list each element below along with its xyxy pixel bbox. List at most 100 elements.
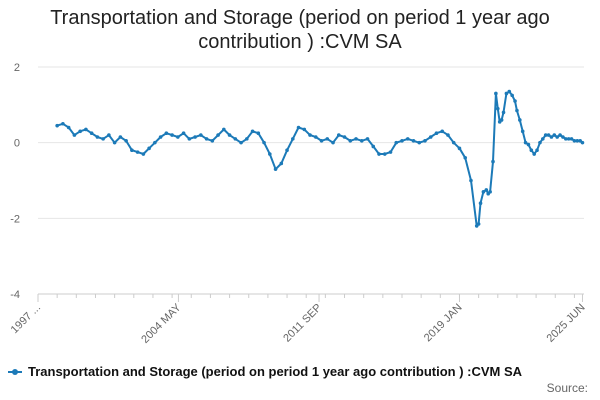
data-point (580, 140, 585, 145)
data-point (400, 138, 404, 143)
data-point (285, 148, 289, 153)
data-point (561, 135, 565, 139)
data-point (130, 148, 134, 153)
data-point (499, 118, 504, 122)
data-point (546, 133, 551, 137)
data-point (532, 152, 536, 156)
data-point (291, 137, 295, 141)
data-point (423, 138, 427, 143)
data-point (141, 152, 146, 156)
chart-title: Transportation and Storage (period on pe… (0, 6, 600, 54)
data-point (107, 133, 111, 137)
data-point (564, 137, 568, 141)
data-point (371, 144, 376, 149)
data-point (538, 140, 542, 145)
data-point (365, 137, 370, 141)
data-point (476, 222, 481, 226)
data-point (382, 152, 387, 156)
data-point (510, 93, 514, 98)
data-point (325, 137, 330, 141)
data-point (507, 89, 512, 94)
data-point (245, 137, 249, 141)
data-point (529, 148, 534, 153)
data-point (491, 159, 495, 164)
data-point (193, 135, 197, 139)
data-point (515, 108, 519, 113)
legend-line-marker-icon (8, 367, 22, 377)
data-point (359, 138, 364, 143)
data-point (481, 190, 486, 194)
legend[interactable]: Transportation and Storage (period on pe… (8, 364, 596, 379)
grid-layer (38, 66, 584, 295)
data-point (558, 133, 562, 137)
data-point (434, 131, 439, 136)
data-point (95, 135, 100, 139)
data-point (336, 133, 341, 137)
data-point (61, 121, 65, 126)
data-point (210, 138, 215, 143)
data-point (84, 127, 88, 132)
data-point (451, 140, 456, 145)
data-point (135, 150, 140, 154)
axis-layer (37, 293, 584, 302)
data-point (484, 188, 489, 192)
data-point (440, 129, 445, 134)
data-point (222, 127, 226, 132)
data-point (262, 140, 266, 145)
data-point (354, 137, 358, 141)
data-point (388, 150, 393, 154)
y-tick-label: 2 (14, 62, 20, 74)
data-point (66, 125, 71, 130)
x-tick-label: 2004 MAY (139, 301, 184, 346)
data-point (342, 135, 347, 139)
data-point (463, 156, 468, 160)
x-tick-label: 2019 JAN (422, 302, 465, 345)
data-point (268, 152, 272, 156)
data-point (233, 137, 238, 141)
data-point (543, 133, 548, 137)
data-point (513, 99, 517, 103)
data-point (147, 146, 151, 151)
data-point (302, 127, 307, 132)
data-point (319, 138, 324, 143)
data-point (552, 133, 557, 137)
data-point (535, 148, 539, 153)
data-point (495, 106, 500, 111)
data-point (331, 140, 335, 145)
data-point (572, 138, 577, 143)
data-point (227, 133, 232, 137)
data-point (575, 138, 580, 143)
data-point (216, 133, 220, 137)
data-point (526, 142, 531, 147)
data-point (405, 137, 410, 141)
chart-title-line-1: Transportation and Storage (period on pe… (50, 7, 550, 29)
data-point (296, 125, 301, 130)
data-point (176, 135, 180, 139)
data-point (457, 146, 462, 151)
chart-title-line-2: contribution ) :CVM SA (198, 31, 402, 53)
data-point (279, 161, 284, 166)
data-point (181, 131, 186, 136)
data-point (469, 178, 473, 183)
data-point (158, 135, 163, 139)
data-point (239, 140, 243, 145)
x-tick-label: 2025 JUN (545, 302, 588, 345)
data-point (164, 131, 169, 136)
data-point (78, 129, 82, 134)
data-point (199, 133, 203, 137)
data-point (273, 167, 278, 171)
data-point (124, 138, 128, 143)
data-point (89, 131, 94, 136)
source-label: Source: (546, 381, 588, 395)
series-layer (55, 89, 585, 228)
data-point (523, 140, 528, 145)
data-point (250, 129, 255, 134)
data-point (256, 131, 261, 136)
data-point (101, 137, 105, 141)
y-tick-label: 0 (14, 138, 20, 150)
data-point (348, 138, 353, 143)
data-point (494, 91, 498, 96)
data-point (478, 201, 483, 205)
